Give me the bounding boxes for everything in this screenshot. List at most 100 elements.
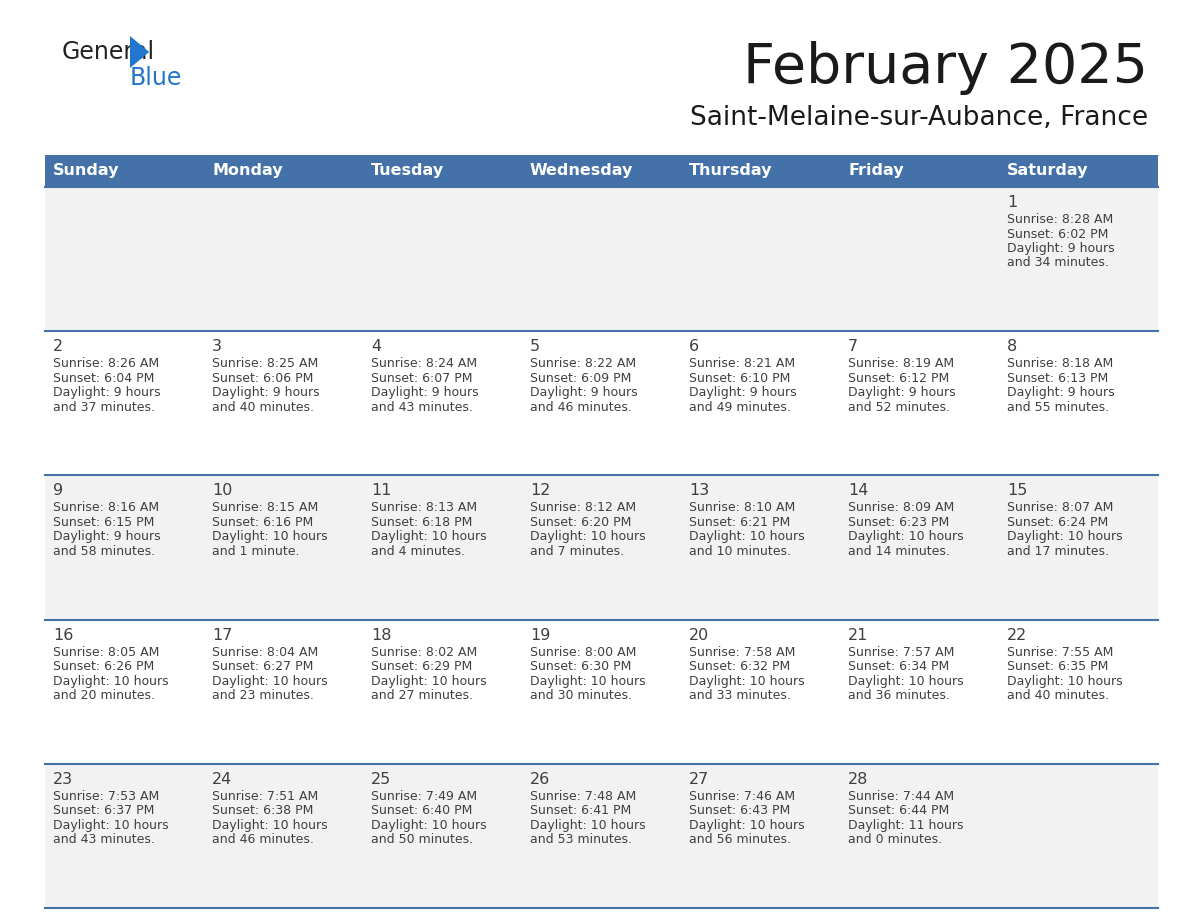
Text: and 50 minutes.: and 50 minutes. bbox=[371, 834, 473, 846]
Bar bbox=[999, 155, 1158, 187]
Bar bbox=[681, 620, 840, 764]
Bar bbox=[681, 155, 840, 187]
Bar bbox=[522, 476, 681, 620]
Text: Daylight: 9 hours: Daylight: 9 hours bbox=[371, 386, 479, 399]
Text: and 56 minutes.: and 56 minutes. bbox=[689, 834, 791, 846]
Text: 10: 10 bbox=[211, 484, 233, 498]
Text: Sunrise: 7:44 AM: Sunrise: 7:44 AM bbox=[848, 789, 954, 803]
Text: Sunset: 6:06 PM: Sunset: 6:06 PM bbox=[211, 372, 314, 385]
Bar bbox=[840, 331, 999, 476]
Text: and 1 minute.: and 1 minute. bbox=[211, 545, 299, 558]
Text: Daylight: 10 hours: Daylight: 10 hours bbox=[371, 819, 487, 832]
Text: Sunset: 6:26 PM: Sunset: 6:26 PM bbox=[53, 660, 154, 673]
Bar bbox=[45, 155, 204, 187]
Text: Thursday: Thursday bbox=[689, 163, 772, 178]
Bar bbox=[840, 620, 999, 764]
Text: Sunset: 6:27 PM: Sunset: 6:27 PM bbox=[211, 660, 314, 673]
Text: and 40 minutes.: and 40 minutes. bbox=[211, 400, 314, 414]
Text: 4: 4 bbox=[371, 339, 381, 354]
Text: 11: 11 bbox=[371, 484, 392, 498]
Bar bbox=[681, 764, 840, 908]
Text: Sunrise: 7:49 AM: Sunrise: 7:49 AM bbox=[371, 789, 478, 803]
Text: Saturday: Saturday bbox=[1007, 163, 1088, 178]
Text: Sunrise: 8:25 AM: Sunrise: 8:25 AM bbox=[211, 357, 318, 370]
Bar bbox=[999, 187, 1158, 331]
Text: Daylight: 10 hours: Daylight: 10 hours bbox=[211, 675, 328, 688]
Bar bbox=[522, 620, 681, 764]
Text: February 2025: February 2025 bbox=[742, 41, 1148, 95]
Text: Sunrise: 8:12 AM: Sunrise: 8:12 AM bbox=[530, 501, 636, 514]
Text: Daylight: 9 hours: Daylight: 9 hours bbox=[53, 386, 160, 399]
Text: Sunset: 6:38 PM: Sunset: 6:38 PM bbox=[211, 804, 314, 817]
Text: Sunrise: 8:00 AM: Sunrise: 8:00 AM bbox=[530, 645, 637, 658]
Text: Daylight: 10 hours: Daylight: 10 hours bbox=[848, 531, 963, 543]
Bar bbox=[204, 620, 364, 764]
Text: Sunset: 6:23 PM: Sunset: 6:23 PM bbox=[848, 516, 949, 529]
Text: Daylight: 9 hours: Daylight: 9 hours bbox=[1007, 386, 1114, 399]
Text: Daylight: 10 hours: Daylight: 10 hours bbox=[1007, 675, 1123, 688]
Text: 23: 23 bbox=[53, 772, 74, 787]
Text: 14: 14 bbox=[848, 484, 868, 498]
Text: Sunset: 6:18 PM: Sunset: 6:18 PM bbox=[371, 516, 473, 529]
Text: Sunrise: 8:05 AM: Sunrise: 8:05 AM bbox=[53, 645, 159, 658]
Text: Sunset: 6:09 PM: Sunset: 6:09 PM bbox=[530, 372, 631, 385]
Text: Daylight: 10 hours: Daylight: 10 hours bbox=[689, 675, 804, 688]
Text: Sunrise: 7:58 AM: Sunrise: 7:58 AM bbox=[689, 645, 796, 658]
Bar bbox=[45, 331, 204, 476]
Text: and 52 minutes.: and 52 minutes. bbox=[848, 400, 950, 414]
Text: Sunrise: 7:53 AM: Sunrise: 7:53 AM bbox=[53, 789, 159, 803]
Text: and 7 minutes.: and 7 minutes. bbox=[530, 545, 624, 558]
Text: 24: 24 bbox=[211, 772, 232, 787]
Text: Sunset: 6:04 PM: Sunset: 6:04 PM bbox=[53, 372, 154, 385]
Text: Sunrise: 7:55 AM: Sunrise: 7:55 AM bbox=[1007, 645, 1113, 658]
Polygon shape bbox=[129, 36, 150, 68]
Text: and 14 minutes.: and 14 minutes. bbox=[848, 545, 950, 558]
Text: and 10 minutes.: and 10 minutes. bbox=[689, 545, 791, 558]
Bar bbox=[364, 764, 522, 908]
Bar bbox=[999, 476, 1158, 620]
Text: Sunset: 6:21 PM: Sunset: 6:21 PM bbox=[689, 516, 790, 529]
Text: Saint-Melaine-sur-Aubance, France: Saint-Melaine-sur-Aubance, France bbox=[690, 105, 1148, 131]
Bar bbox=[45, 620, 204, 764]
Text: Monday: Monday bbox=[211, 163, 283, 178]
Text: Daylight: 10 hours: Daylight: 10 hours bbox=[530, 675, 645, 688]
Bar bbox=[681, 331, 840, 476]
Text: and 58 minutes.: and 58 minutes. bbox=[53, 545, 156, 558]
Text: Blue: Blue bbox=[129, 66, 183, 90]
Text: and 23 minutes.: and 23 minutes. bbox=[211, 689, 314, 702]
Text: Tuesday: Tuesday bbox=[371, 163, 444, 178]
Text: and 49 minutes.: and 49 minutes. bbox=[689, 400, 791, 414]
Text: Daylight: 10 hours: Daylight: 10 hours bbox=[53, 675, 169, 688]
Text: Sunset: 6:07 PM: Sunset: 6:07 PM bbox=[371, 372, 473, 385]
Text: Sunrise: 8:26 AM: Sunrise: 8:26 AM bbox=[53, 357, 159, 370]
Text: 9: 9 bbox=[53, 484, 63, 498]
Text: Daylight: 10 hours: Daylight: 10 hours bbox=[211, 531, 328, 543]
Text: and 37 minutes.: and 37 minutes. bbox=[53, 400, 154, 414]
Bar bbox=[840, 764, 999, 908]
Text: 26: 26 bbox=[530, 772, 550, 787]
Text: Sunrise: 8:09 AM: Sunrise: 8:09 AM bbox=[848, 501, 954, 514]
Text: 27: 27 bbox=[689, 772, 709, 787]
Text: Sunset: 6:02 PM: Sunset: 6:02 PM bbox=[1007, 228, 1108, 241]
Bar bbox=[681, 476, 840, 620]
Text: and 4 minutes.: and 4 minutes. bbox=[371, 545, 465, 558]
Text: Sunrise: 8:24 AM: Sunrise: 8:24 AM bbox=[371, 357, 478, 370]
Text: Sunset: 6:24 PM: Sunset: 6:24 PM bbox=[1007, 516, 1108, 529]
Bar bbox=[204, 187, 364, 331]
Text: and 17 minutes.: and 17 minutes. bbox=[1007, 545, 1110, 558]
Text: Sunday: Sunday bbox=[53, 163, 120, 178]
Text: Sunrise: 8:04 AM: Sunrise: 8:04 AM bbox=[211, 645, 318, 658]
Text: Daylight: 9 hours: Daylight: 9 hours bbox=[530, 386, 638, 399]
Text: Sunset: 6:40 PM: Sunset: 6:40 PM bbox=[371, 804, 473, 817]
Text: Sunset: 6:16 PM: Sunset: 6:16 PM bbox=[211, 516, 314, 529]
Bar bbox=[999, 331, 1158, 476]
Text: Sunrise: 8:16 AM: Sunrise: 8:16 AM bbox=[53, 501, 159, 514]
Text: Sunrise: 8:21 AM: Sunrise: 8:21 AM bbox=[689, 357, 795, 370]
Text: Sunset: 6:37 PM: Sunset: 6:37 PM bbox=[53, 804, 154, 817]
Text: 8: 8 bbox=[1007, 339, 1017, 354]
Text: Daylight: 10 hours: Daylight: 10 hours bbox=[530, 819, 645, 832]
Text: Daylight: 10 hours: Daylight: 10 hours bbox=[530, 531, 645, 543]
Text: and 34 minutes.: and 34 minutes. bbox=[1007, 256, 1108, 270]
Bar bbox=[999, 764, 1158, 908]
Text: and 43 minutes.: and 43 minutes. bbox=[53, 834, 154, 846]
